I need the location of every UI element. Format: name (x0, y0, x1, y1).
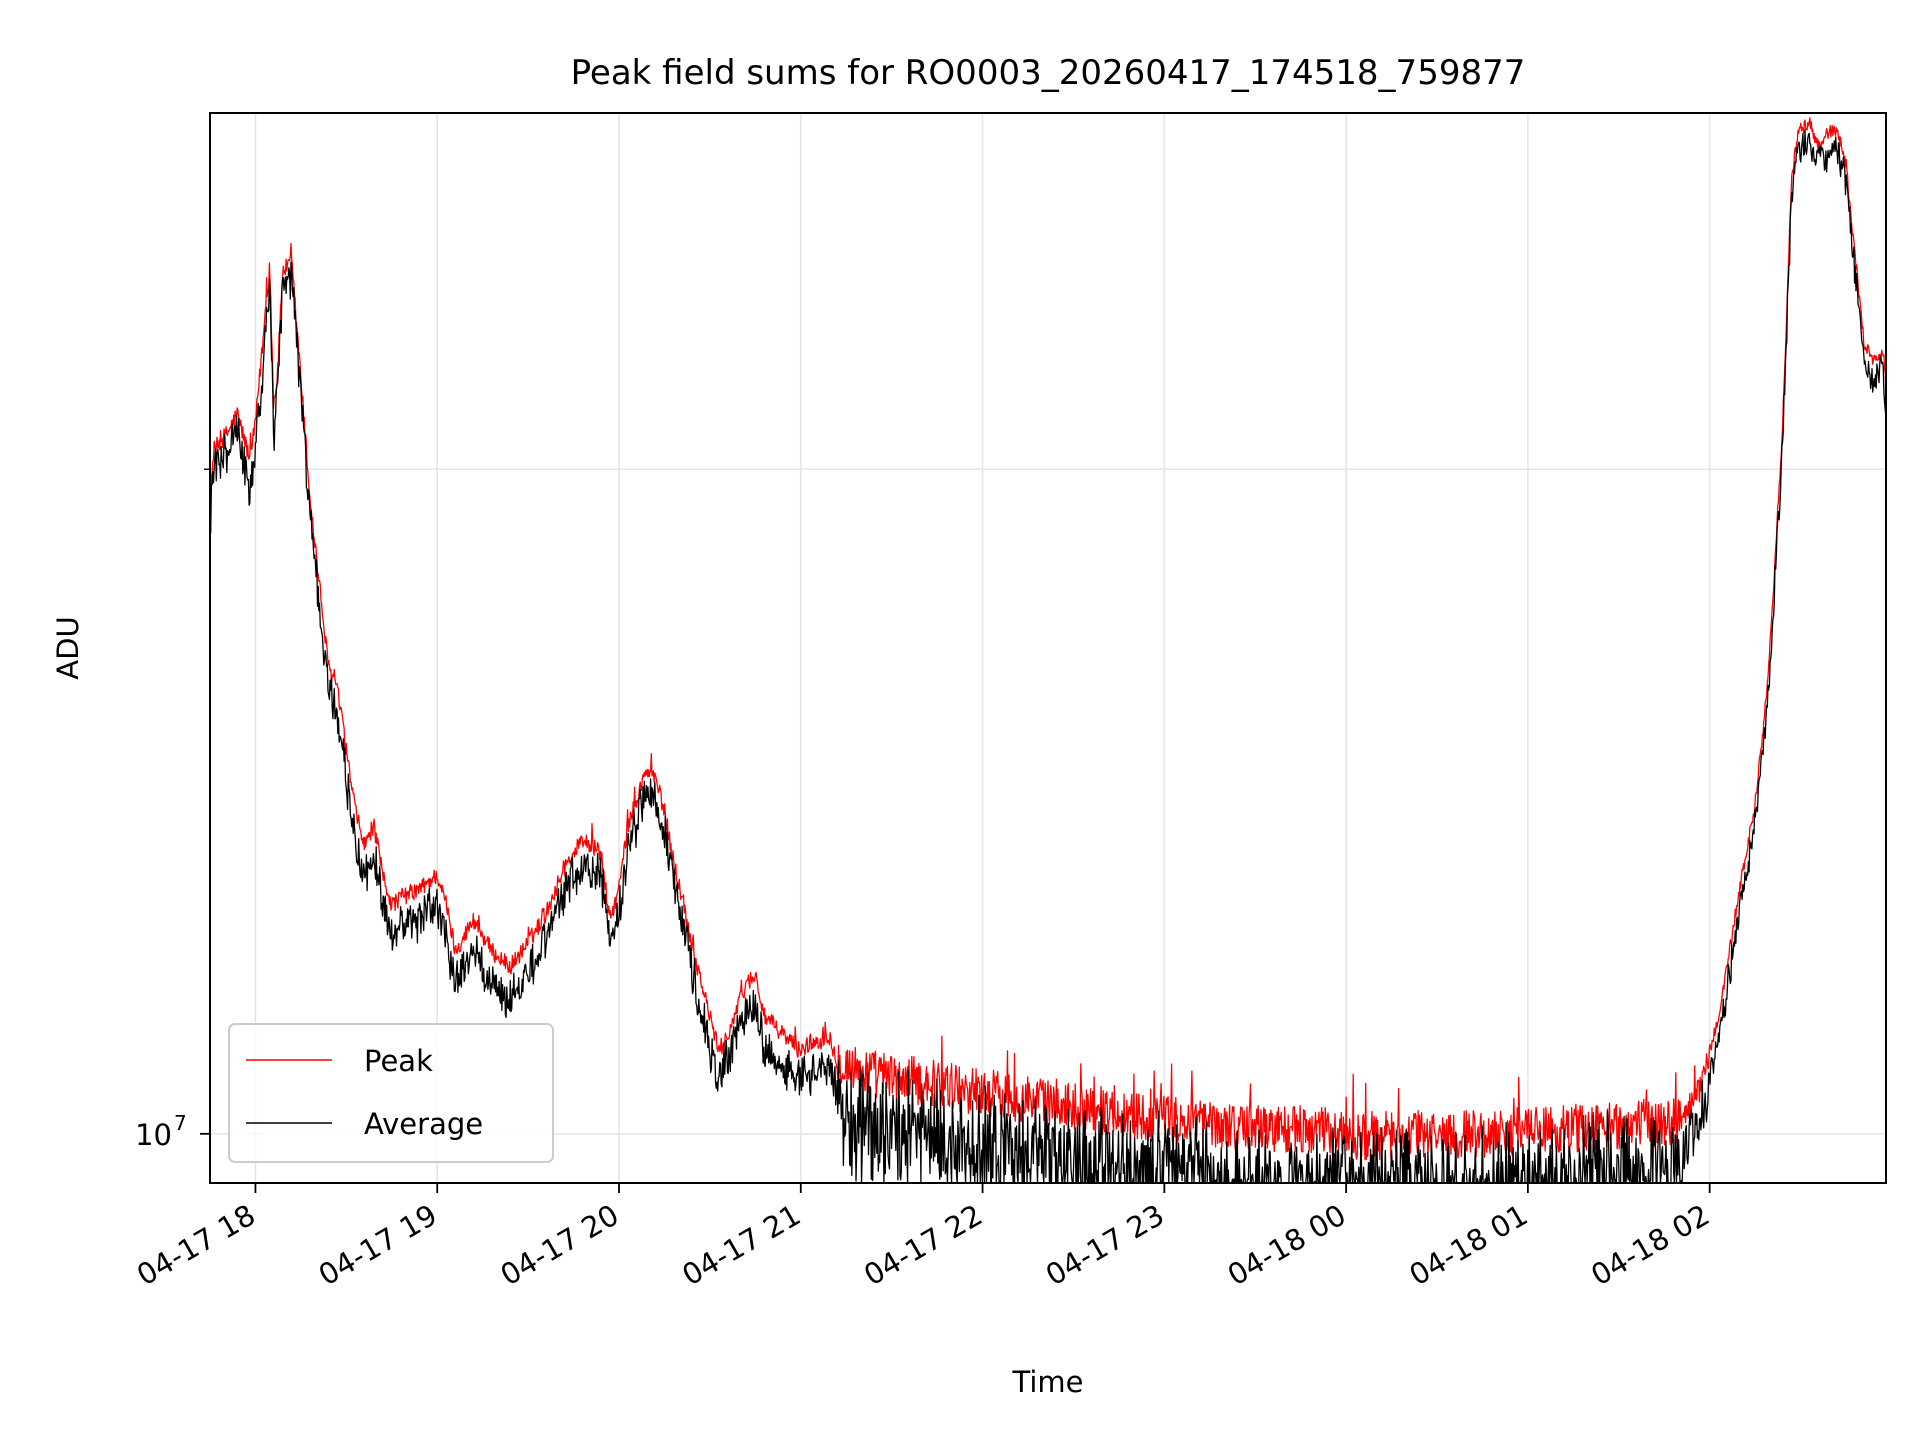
series-line-average (209, 129, 1887, 1184)
series-layer (209, 117, 1887, 1184)
plot-area-frame (209, 112, 1887, 1184)
y-tick-label-base: 10 (135, 1118, 172, 1152)
legend: Peak Average (228, 1023, 554, 1163)
y-tick-label-exponent: 7 (174, 1111, 187, 1135)
x-axis-label: Time (1012, 1365, 1084, 1399)
y-axis-label: ADU (51, 616, 85, 679)
legend-peak-label: Peak (364, 1044, 433, 1078)
legend-box (228, 1023, 554, 1163)
chart-title: Peak field sums for RO0003_20260417_1745… (571, 53, 1526, 93)
legend-average-label: Average (364, 1107, 483, 1141)
